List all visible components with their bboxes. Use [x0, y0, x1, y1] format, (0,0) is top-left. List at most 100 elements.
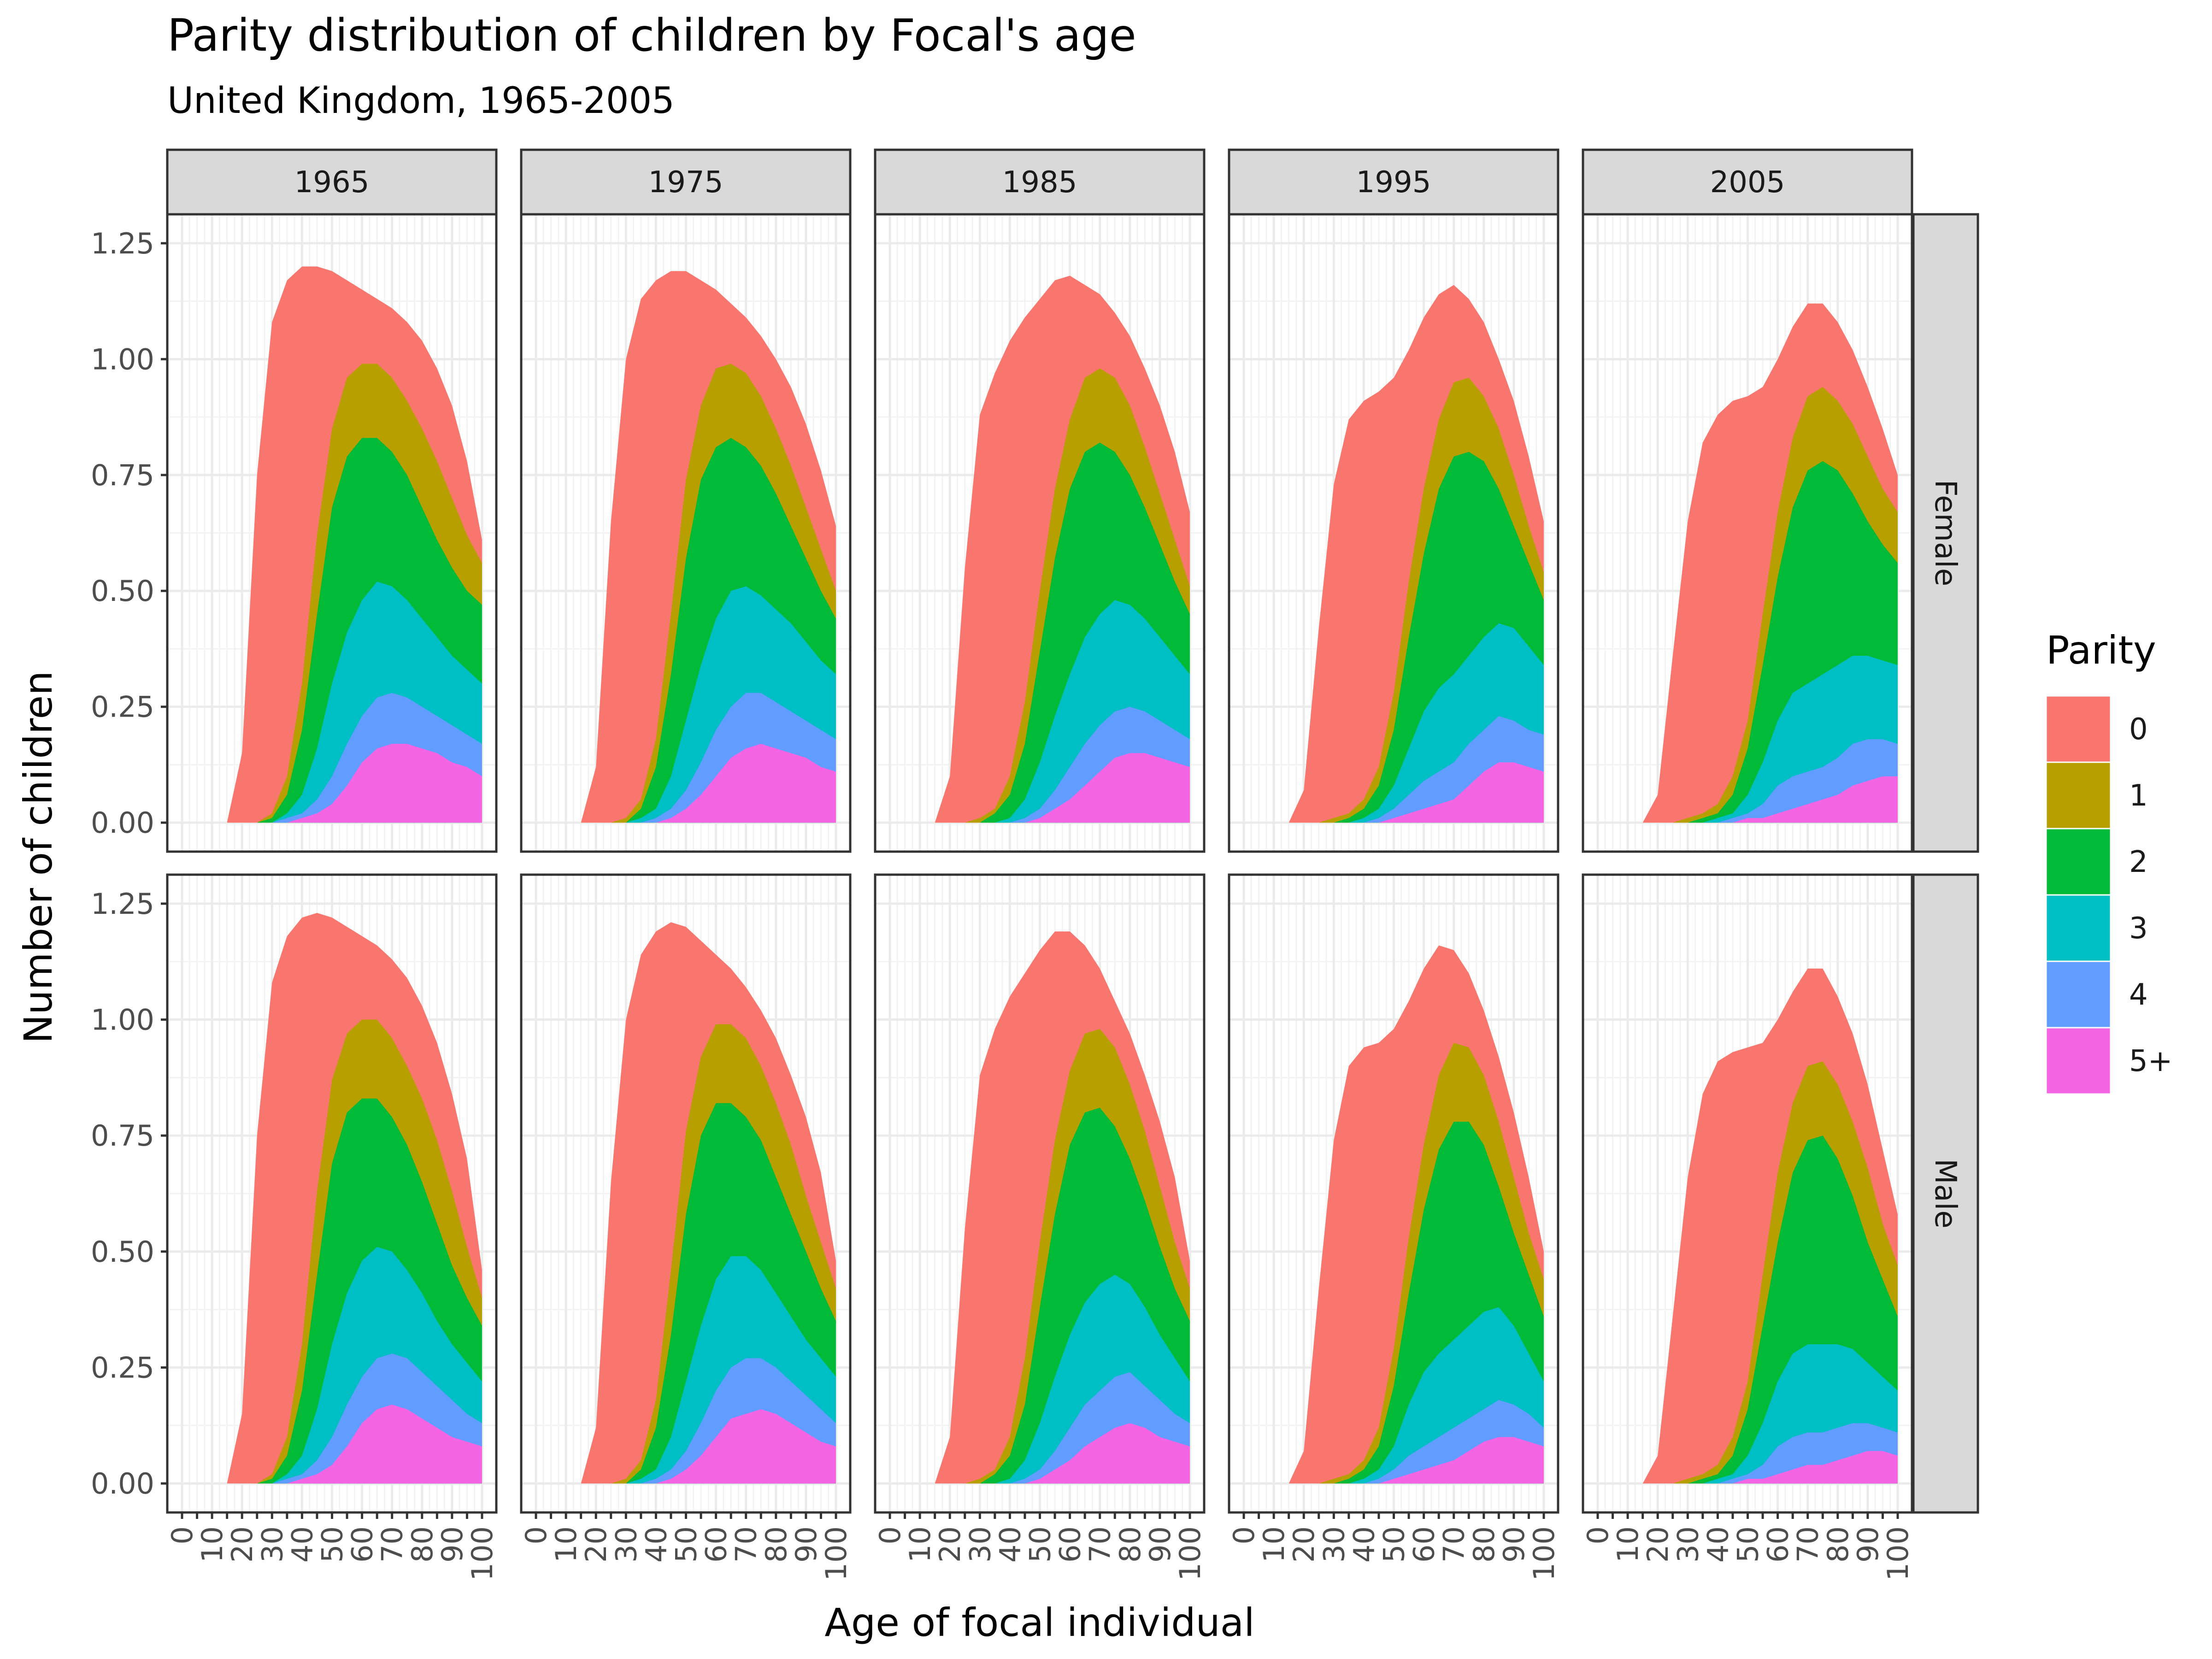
- x-tick-label: 80: [1113, 1526, 1147, 1563]
- facet-strip-1985: [874, 148, 1206, 216]
- x-tick-label: 70: [1791, 1526, 1825, 1563]
- x-tick-label: 0: [519, 1526, 553, 1544]
- x-tick-label: 0: [1581, 1526, 1615, 1544]
- y-tick-label: 0.50: [91, 1235, 154, 1269]
- facet-strip-label: 1985: [1002, 165, 1077, 200]
- facet-strip-1995: [1228, 148, 1559, 216]
- x-tick-label: 90: [435, 1526, 469, 1563]
- y-tick-label: 0.00: [91, 1467, 154, 1500]
- x-tick-label: 80: [1821, 1526, 1855, 1563]
- facet-strip-label: 2005: [1710, 165, 1785, 200]
- x-tick-label: 0: [165, 1526, 199, 1544]
- x-tick-label: 0: [1227, 1526, 1261, 1544]
- x-tick-label: 20: [225, 1526, 259, 1563]
- facet-strip-1965: [166, 148, 498, 216]
- x-tick-label: 100: [1527, 1526, 1561, 1581]
- x-tick-label: 70: [1083, 1526, 1117, 1563]
- x-tick-label: 20: [1641, 1526, 1675, 1563]
- y-tick-label: 0.75: [91, 1119, 154, 1153]
- legend-label: 1: [2129, 779, 2148, 813]
- legend-key-3: [2045, 894, 2112, 962]
- panel-female-1985: [874, 213, 1206, 853]
- x-tick-label: 100: [1881, 1526, 1915, 1581]
- legend-label: 3: [2129, 912, 2148, 946]
- x-tick-label: 90: [1143, 1526, 1177, 1563]
- panel-female-2005: [1582, 213, 1913, 853]
- x-tick-label: 70: [376, 1526, 409, 1563]
- y-axis-title: Number of children: [16, 671, 61, 1044]
- facet-strip-label: Female: [1928, 480, 1962, 586]
- legend-label: 2: [2129, 845, 2148, 879]
- x-tick-label: 20: [579, 1526, 613, 1563]
- x-tick-label: 80: [759, 1526, 793, 1563]
- x-tick-label: 60: [346, 1526, 379, 1563]
- panel-female-1995: [1228, 213, 1559, 853]
- x-tick-label: 60: [1407, 1526, 1441, 1563]
- legend-key-2: [2045, 828, 2112, 896]
- facet-strip-label: 1965: [294, 165, 370, 200]
- legend-key-1: [2045, 761, 2112, 830]
- legend-key-4: [2045, 960, 2112, 1029]
- area-parity-5plus: [1244, 762, 1544, 823]
- y-tick-label: 0.50: [91, 574, 154, 608]
- y-tick-label: 0.25: [91, 690, 154, 724]
- facet-strip-label: 1995: [1356, 165, 1431, 200]
- y-tick-label: 1.00: [91, 342, 154, 376]
- area-parity-5plus: [890, 753, 1190, 823]
- x-tick-label: 90: [789, 1526, 823, 1563]
- x-tick-label: 40: [1347, 1526, 1381, 1563]
- x-tick-label: 90: [1497, 1526, 1531, 1563]
- x-tick-label: 100: [465, 1526, 499, 1581]
- x-tick-label: 60: [700, 1526, 733, 1563]
- chart-title: Parity distribution of children by Focal…: [167, 10, 1136, 61]
- area-parity-5plus: [182, 1405, 482, 1484]
- x-tick-label: 80: [406, 1526, 439, 1563]
- y-tick-label: 0.25: [91, 1351, 154, 1384]
- area-parity-5plus: [1598, 776, 1898, 823]
- area-parity-5plus: [1598, 1451, 1898, 1484]
- legend: 0 1 2 3 4 5+: [2045, 695, 2172, 1095]
- facet-strip-label: Male: [1928, 1159, 1962, 1229]
- x-tick-label: 10: [549, 1526, 583, 1563]
- x-tick-label: 30: [255, 1526, 289, 1563]
- x-axis-title: Age of focal individual: [824, 1600, 1254, 1645]
- y-tick-label: 0.75: [91, 459, 154, 492]
- y-tick-label: 1.25: [91, 887, 154, 921]
- x-tick-label: 100: [819, 1526, 853, 1581]
- x-tick-label: 10: [1611, 1526, 1645, 1563]
- panel-female-1965: 0.00 0.25 0.50 0.75 1.00 1.25: [91, 213, 498, 853]
- x-tick-label: 50: [1024, 1526, 1057, 1563]
- legend-label: 5+: [2129, 1044, 2172, 1078]
- legend-key-0: [2045, 695, 2112, 763]
- x-tick-label: 100: [1173, 1526, 1207, 1581]
- x-tick-label: 40: [639, 1526, 673, 1563]
- x-tick-label: 40: [1701, 1526, 1735, 1563]
- chart-subtitle: United Kingdom, 1965-2005: [167, 80, 675, 122]
- area-parity-5plus: [890, 1423, 1190, 1484]
- facet-strip-2005: [1582, 148, 1913, 216]
- y-tick-label: 1.00: [91, 1003, 154, 1037]
- x-tick-label: 10: [1257, 1526, 1291, 1563]
- area-parity-5plus: [1244, 1437, 1544, 1484]
- x-tick-label: 20: [933, 1526, 967, 1563]
- x-tick-label: 30: [1317, 1526, 1351, 1563]
- x-tick-label: 30: [963, 1526, 997, 1563]
- legend-label: 4: [2129, 978, 2148, 1012]
- x-tick-label: 50: [670, 1526, 703, 1563]
- x-tick-label: 40: [993, 1526, 1027, 1563]
- legend-label: 0: [2129, 712, 2148, 747]
- facet-panels: 0.00 0.25 0.50 0.75 1.00 1.25 0.00 0.25 0.50 0.75…: [91, 148, 1979, 1581]
- panel-female-1975: [520, 213, 852, 853]
- area-parity-5plus: [182, 744, 482, 823]
- x-tick-label: 30: [1671, 1526, 1705, 1563]
- x-tick-label: 70: [729, 1526, 763, 1563]
- x-tick-label: 90: [1851, 1526, 1885, 1563]
- x-tick-label: 40: [285, 1526, 319, 1563]
- facet-strip-female: [1912, 213, 1979, 853]
- area-parity-5plus: [536, 1409, 836, 1484]
- area-parity-5plus: [536, 744, 836, 823]
